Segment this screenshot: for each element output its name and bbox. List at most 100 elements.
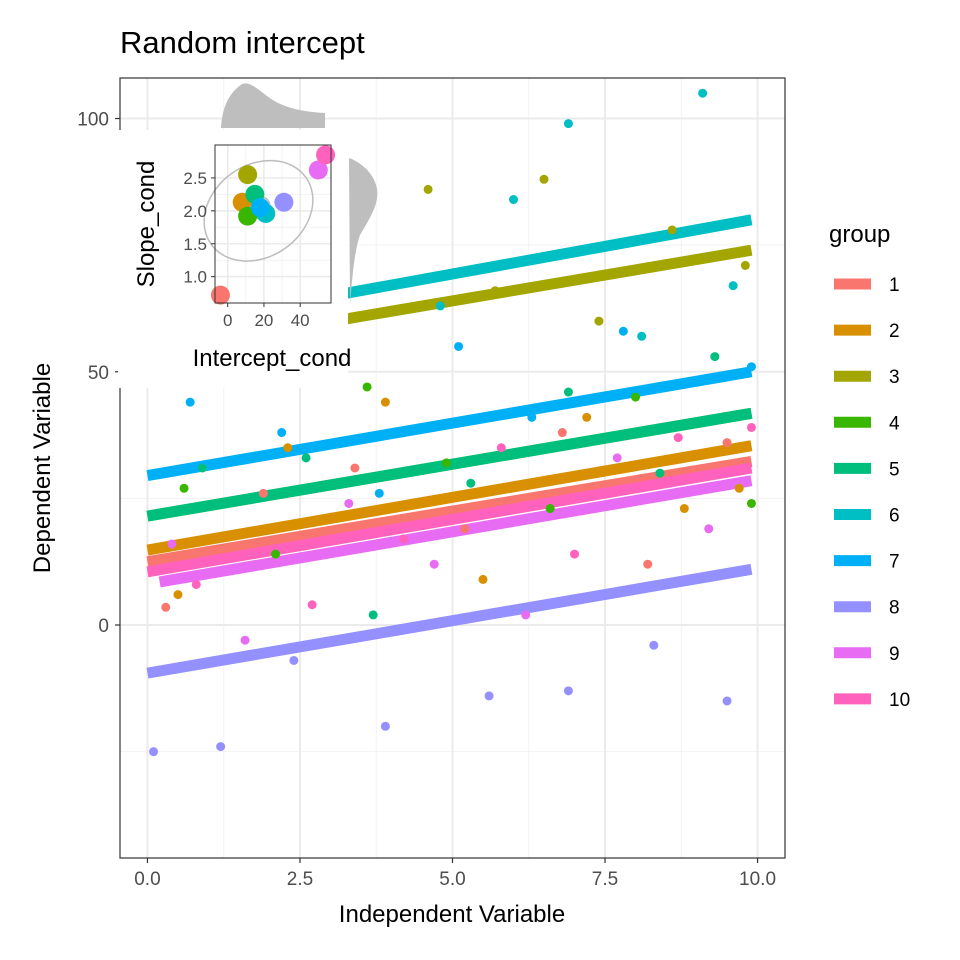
regression-line-group-3 — [317, 244, 753, 330]
data-point-group-1 — [722, 438, 732, 448]
x-tick-label: 2.5 — [287, 869, 313, 890]
data-point-group-2 — [173, 590, 183, 600]
inset-point-group-10 — [316, 145, 336, 165]
data-point-group-3 — [740, 260, 750, 270]
data-point-group-8 — [216, 742, 226, 752]
data-point-group-10 — [673, 433, 683, 443]
data-point-group-10 — [746, 422, 756, 432]
inset-x-density — [221, 83, 325, 128]
data-point-group-3 — [539, 174, 549, 184]
x-tick-label: 0.0 — [134, 869, 160, 890]
inset-point-group-8 — [274, 192, 294, 212]
data-point-group-6 — [563, 119, 573, 129]
inset-y-tick-label: 1.5 — [183, 235, 207, 254]
legend-items: 1 2 3 4 5 6 7 8 9 10 — [834, 275, 910, 711]
data-point-group-7 — [618, 326, 628, 336]
inset-y-axis-label: Slope_cond — [133, 161, 160, 288]
data-point-group-4 — [362, 382, 372, 392]
data-point-group-5 — [655, 468, 665, 478]
data-point-group-8 — [380, 721, 390, 731]
regression-line-group-9 — [158, 475, 753, 588]
legend: group 1 2 3 4 5 6 7 8 9 10 — [829, 221, 910, 711]
data-point-group-2 — [582, 412, 592, 422]
data-point-group-6 — [637, 331, 647, 341]
data-point-group-6 — [698, 88, 708, 98]
data-point-group-9 — [167, 539, 177, 549]
inset-y-density — [349, 158, 378, 305]
data-point-group-2 — [679, 504, 689, 514]
legend-label-7: 7 — [889, 552, 900, 573]
y-tick-label: 0 — [98, 616, 109, 637]
regression-line-group-7 — [146, 366, 753, 482]
x-tick-label: 10.0 — [739, 869, 776, 890]
legend-label-10: 10 — [889, 690, 910, 711]
inset-point-group-9 — [308, 160, 328, 180]
data-point-group-10 — [570, 549, 580, 559]
inset-y-tick-label: 2.5 — [183, 169, 207, 188]
data-point-group-4 — [631, 392, 641, 402]
y-tick-label: 50 — [88, 363, 109, 384]
data-point-group-6 — [435, 301, 445, 311]
data-point-group-8 — [563, 686, 573, 696]
data-point-group-5 — [368, 610, 378, 620]
inset-y-tick-label: 1.0 — [183, 268, 207, 287]
data-point-group-7 — [185, 397, 195, 407]
data-point-group-2 — [734, 483, 744, 493]
data-point-group-7 — [454, 341, 464, 351]
data-point-group-8 — [722, 696, 732, 706]
legend-label-5: 5 — [889, 459, 900, 480]
data-point-group-7 — [746, 362, 756, 372]
data-point-group-3 — [667, 225, 677, 235]
data-point-group-10 — [399, 534, 409, 544]
data-point-group-8 — [149, 747, 159, 757]
data-point-group-1 — [350, 463, 360, 473]
data-point-group-8 — [649, 640, 659, 650]
data-point-group-9 — [429, 559, 439, 569]
data-point-group-4 — [271, 549, 281, 559]
inset-panel-border — [214, 144, 332, 304]
y-axis-label: Dependent Variable — [29, 363, 56, 573]
data-point-group-2 — [380, 397, 390, 407]
data-point-group-9 — [240, 635, 250, 645]
data-point-group-2 — [283, 443, 293, 453]
data-point-group-1 — [643, 559, 653, 569]
data-point-group-4 — [746, 498, 756, 508]
legend-label-9: 9 — [889, 644, 900, 665]
regression-line-group-1 — [146, 455, 753, 568]
legend-label-4: 4 — [889, 413, 900, 434]
data-point-group-8 — [289, 655, 299, 665]
data-point-group-9 — [344, 498, 354, 508]
data-point-group-5 — [563, 387, 573, 397]
data-point-group-1 — [258, 488, 268, 498]
inset-plot: 0 20 40 1.0 1.5 2.0 2.5 Intercept_cond Slope_… — [118, 83, 378, 388]
data-point-group-2 — [478, 574, 488, 584]
data-point-group-3 — [423, 184, 433, 194]
x-tick-label: 7.5 — [592, 869, 618, 890]
inset-x-tick-label: 0 — [223, 311, 232, 330]
data-point-group-6 — [509, 195, 519, 205]
regression-line-group-2 — [146, 440, 753, 556]
data-point-group-3 — [594, 316, 604, 326]
data-point-group-9 — [704, 524, 714, 534]
data-point-group-10 — [307, 600, 317, 610]
inset-x-tick-label: 20 — [254, 311, 273, 330]
regression-line-group-8 — [146, 563, 753, 679]
data-point-group-10 — [191, 579, 201, 589]
inset-y-tick-label: 2.0 — [183, 202, 207, 221]
y-tick-label: 100 — [77, 110, 109, 131]
inset-outer-ellipse — [203, 159, 314, 262]
chart-title: Random intercept — [120, 25, 365, 60]
inset-y-axis-ticks: 1.0 1.5 2.0 2.5 — [183, 169, 215, 287]
inset-x-axis-ticks: 0 20 40 — [223, 303, 310, 330]
data-point-group-9 — [521, 610, 531, 620]
data-point-group-1 — [161, 602, 171, 612]
legend-label-8: 8 — [889, 598, 900, 619]
data-point-group-8 — [484, 691, 494, 701]
data-point-group-9 — [612, 453, 622, 463]
data-point-group-5 — [301, 453, 311, 463]
regression-line-group-10 — [146, 462, 753, 578]
main-data-points — [149, 88, 756, 757]
legend-title: group — [829, 221, 890, 248]
inset-point-group-3 — [238, 165, 258, 185]
